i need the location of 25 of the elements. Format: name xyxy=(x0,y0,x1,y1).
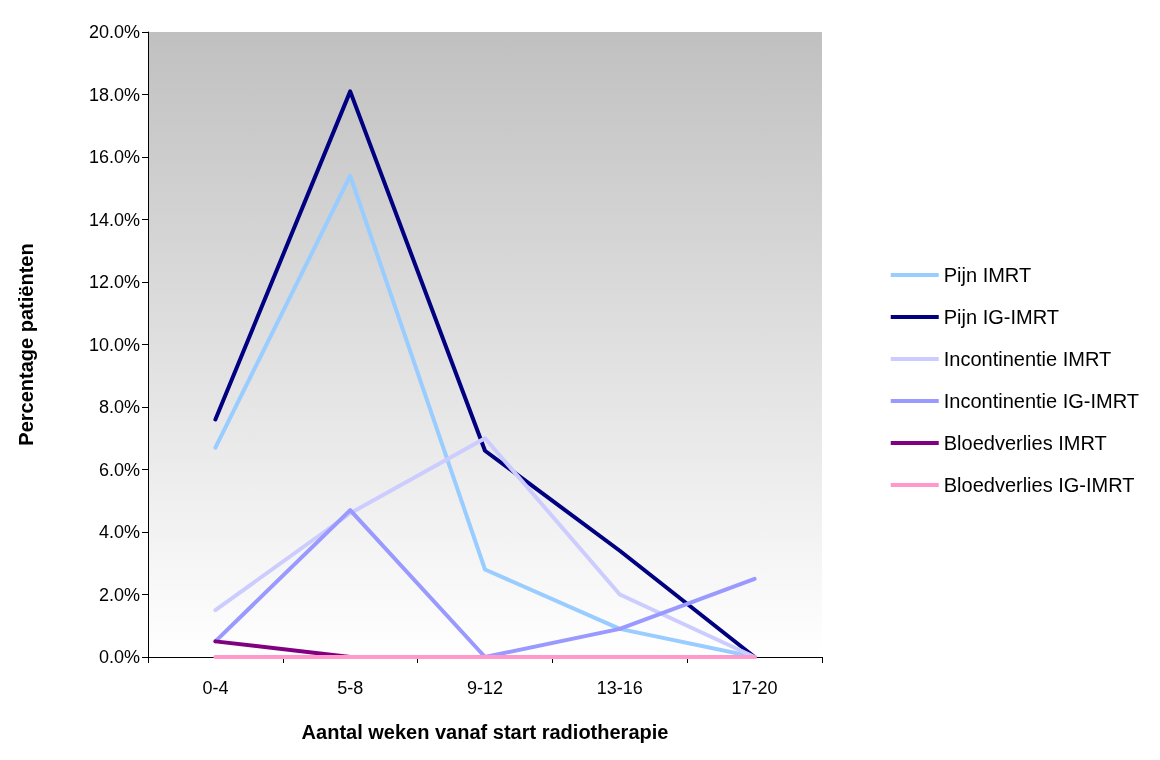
x-tick-label: 0-4 xyxy=(202,678,229,698)
y-tick-label: 2.0% xyxy=(98,584,140,605)
y-tick-label: 14.0% xyxy=(88,209,140,230)
legend-label: Pijn IG-IMRT xyxy=(943,306,1059,328)
y-tick-label: 4.0% xyxy=(98,522,140,542)
x-tick-label: 13-16 xyxy=(596,678,643,698)
y-axis-title: Percentage patiënten xyxy=(15,243,37,446)
y-tick-label: 20.0% xyxy=(88,22,140,42)
legend-label: Incontinentie IMRT xyxy=(943,348,1112,370)
legend-label: Bloedverlies IMRT xyxy=(943,432,1107,454)
legend-label: Incontinentie IG-IMRT xyxy=(943,390,1139,412)
legend-label: Pijn IMRT xyxy=(943,264,1032,286)
x-axis-title: Aantal weken vanaf start radiotherapie xyxy=(301,721,669,743)
x-tick-label: 9-12 xyxy=(466,678,504,698)
y-tick-label: 8.0% xyxy=(98,397,140,417)
y-tick-label: 0.0% xyxy=(98,647,140,667)
y-tick-label: 10.0% xyxy=(88,334,140,355)
x-tick-label: 5-8 xyxy=(337,678,364,698)
x-tick-label: 17-20 xyxy=(731,678,778,698)
y-tick-label: 16.0% xyxy=(88,147,140,167)
y-tick-label: 12.0% xyxy=(88,272,140,292)
line-series xyxy=(213,436,757,659)
y-tick-label: 6.0% xyxy=(98,459,140,480)
legend-label: Bloedverlies IG-IMRT xyxy=(943,474,1135,496)
y-tick-label: 18.0% xyxy=(88,84,140,105)
